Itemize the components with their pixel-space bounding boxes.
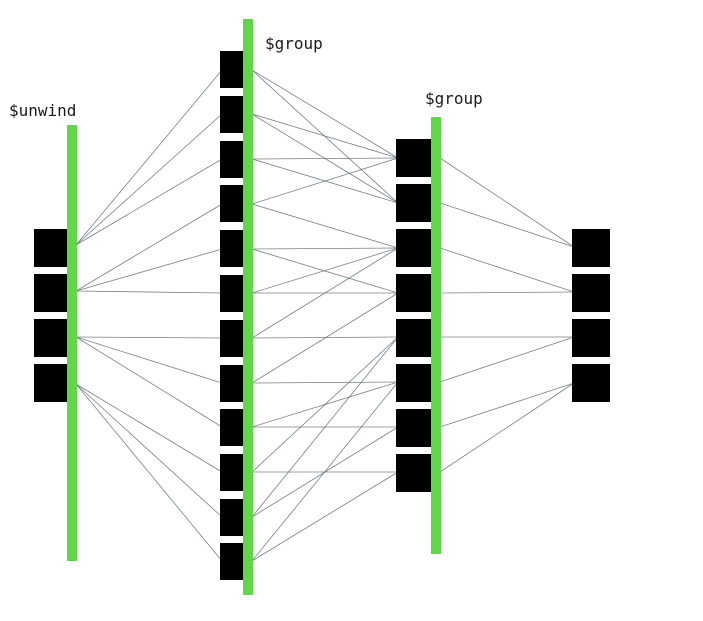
connector-line <box>251 203 399 249</box>
connector-line <box>439 382 575 473</box>
connector-line <box>439 157 575 248</box>
document-block <box>396 274 431 312</box>
connector-line <box>75 290 223 294</box>
connector-line <box>251 336 399 339</box>
connector-line <box>75 336 223 384</box>
document-block <box>220 365 245 402</box>
connector-line <box>75 383 223 473</box>
document-block <box>396 364 431 402</box>
document-block <box>572 364 610 402</box>
document-block <box>396 409 431 447</box>
document-block <box>220 499 245 536</box>
connector-line <box>251 247 399 294</box>
connector-line <box>439 291 575 294</box>
connector-line <box>75 158 223 246</box>
connector-line <box>251 247 399 250</box>
connector-line <box>251 336 399 518</box>
connector-line <box>439 202 575 248</box>
connector-line <box>439 247 575 293</box>
document-block <box>396 319 431 357</box>
document-block <box>396 454 431 492</box>
connector-line <box>75 203 223 292</box>
connector-line <box>251 292 399 384</box>
connector-line <box>251 381 399 384</box>
document-block <box>34 274 68 312</box>
connector-line <box>75 336 223 339</box>
document-block <box>572 229 610 267</box>
document-block <box>220 543 245 580</box>
document-block <box>396 184 431 222</box>
document-block <box>396 139 431 177</box>
group-stage-2-bar <box>431 117 441 554</box>
connector-line <box>251 247 399 339</box>
connector-line <box>251 113 399 159</box>
connector-line <box>251 381 399 562</box>
document-block <box>220 409 245 446</box>
connector-line <box>75 248 223 292</box>
document-block <box>220 230 245 267</box>
connector-line <box>75 383 223 562</box>
group-2-documents-column <box>572 229 610 402</box>
connector-line <box>251 248 399 294</box>
connector-line <box>251 157 399 160</box>
document-block <box>572 274 610 312</box>
connector-line <box>75 113 223 246</box>
document-block <box>220 320 245 357</box>
document-block <box>220 141 245 178</box>
document-block <box>396 229 431 267</box>
input-documents-column <box>34 229 68 402</box>
connector-line <box>75 383 223 518</box>
connector-line <box>251 336 399 473</box>
document-block <box>34 229 68 267</box>
unwind-documents-column <box>220 51 245 580</box>
connector-line <box>75 69 223 246</box>
unwind-stage-label: $unwind <box>9 101 76 120</box>
connector-line <box>251 157 399 205</box>
document-block <box>34 319 68 357</box>
document-block <box>220 185 245 222</box>
connector-line <box>251 69 399 159</box>
connector-line <box>75 336 223 428</box>
document-block <box>572 319 610 357</box>
connector-line <box>251 471 399 562</box>
document-block <box>220 275 245 312</box>
group-stage-1-bar <box>243 19 253 595</box>
document-block <box>220 454 245 491</box>
connector-line <box>251 69 399 204</box>
group-stage-2-label: $group <box>425 89 483 108</box>
connector-lines <box>75 69 575 562</box>
group-stage-1-label: $group <box>265 34 323 53</box>
connector-line <box>439 336 575 383</box>
unwind-stage-bar <box>67 125 77 561</box>
connector-line <box>439 382 575 428</box>
document-block <box>220 51 245 88</box>
document-block <box>34 364 68 402</box>
group-1-documents-column <box>396 139 431 492</box>
document-block <box>220 96 245 133</box>
